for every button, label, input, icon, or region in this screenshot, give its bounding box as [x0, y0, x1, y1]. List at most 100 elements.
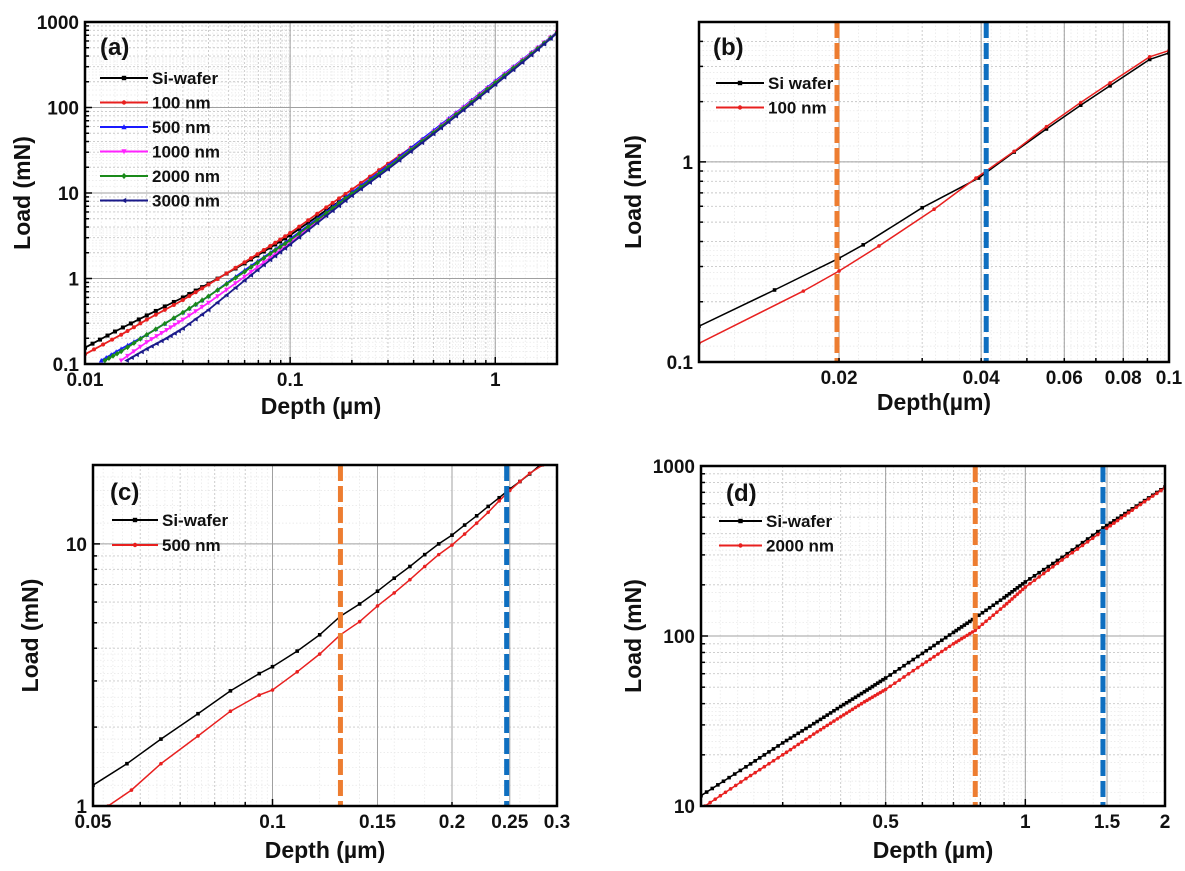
data-point — [808, 734, 812, 739]
data-point — [902, 663, 906, 668]
data-point — [838, 704, 843, 709]
legend-label: 2000 nm — [766, 537, 834, 556]
legend-label: 1000 nm — [152, 143, 220, 162]
data-point — [159, 761, 163, 766]
data-point — [268, 243, 273, 248]
data-point — [859, 701, 864, 706]
data-point — [408, 577, 412, 582]
data-point — [957, 626, 961, 631]
data-point — [282, 240, 288, 247]
data-point — [233, 281, 238, 286]
legend-item: 1000 nm — [100, 143, 220, 162]
series-3000-nm — [124, 31, 557, 363]
data-point — [510, 67, 516, 73]
data-point — [336, 203, 342, 209]
x-axis-title: Depth(µm) — [877, 389, 991, 415]
data-point — [267, 255, 273, 261]
data-point — [462, 523, 467, 527]
data-point — [1012, 594, 1017, 599]
data-point — [968, 619, 972, 624]
data-point — [974, 176, 978, 180]
legend-marker — [737, 80, 743, 86]
data-point — [1112, 521, 1116, 525]
data-point — [792, 733, 797, 738]
data-point — [762, 764, 767, 769]
legend-item: 2000 nm — [719, 537, 834, 556]
data-point — [1096, 532, 1100, 537]
data-point — [343, 191, 348, 196]
panel-label: (c) — [110, 479, 139, 506]
data-point — [822, 715, 826, 720]
data-point — [801, 289, 806, 293]
panel-c: 0.05 0.1 0.15 0.2 0.25 0.3 1 10 Depth (µm) Load (… — [17, 463, 570, 863]
data-point — [1070, 548, 1075, 552]
data-point — [385, 166, 390, 172]
data-point — [888, 684, 893, 689]
series-500-nm — [106, 465, 545, 806]
legend-item: 100 nm — [716, 99, 827, 118]
series-line — [699, 49, 1169, 344]
data-point — [98, 357, 104, 363]
data-point — [314, 220, 320, 226]
data-point — [771, 747, 776, 751]
data-point — [248, 269, 254, 275]
data-point — [718, 793, 723, 798]
data-point — [776, 744, 780, 748]
data-point — [1046, 564, 1051, 569]
data-point — [277, 249, 283, 255]
panel-label: (a) — [100, 34, 129, 61]
data-point — [272, 247, 278, 254]
data-point — [932, 207, 936, 212]
y-tick-label: 1 — [682, 153, 693, 174]
data-point — [796, 742, 801, 747]
data-point — [233, 275, 238, 281]
data-point — [486, 510, 490, 515]
data-point — [277, 248, 283, 253]
data-point — [162, 320, 168, 327]
data-point — [460, 107, 466, 113]
data-point — [106, 355, 112, 362]
data-point — [708, 800, 712, 805]
data-point — [936, 652, 940, 656]
data-point — [408, 564, 412, 569]
data-point — [804, 726, 808, 731]
x-tick-label: 0.1 — [259, 812, 286, 833]
data-point — [110, 353, 116, 359]
data-point — [1080, 540, 1085, 545]
data-point — [991, 603, 996, 608]
y-tick-label: 10 — [66, 535, 87, 556]
x-tick-label: 0.5 — [872, 812, 899, 833]
data-point — [1159, 488, 1163, 493]
data-point — [273, 240, 278, 245]
data-point — [129, 355, 134, 360]
x-tick-label: 0.01 — [67, 370, 104, 391]
data-point — [828, 721, 833, 726]
data-point — [323, 210, 329, 217]
data-point — [283, 234, 288, 239]
data-point — [125, 353, 130, 359]
data-point — [186, 321, 192, 327]
data-point — [186, 313, 192, 319]
data-point — [193, 309, 199, 314]
data-point — [297, 224, 302, 229]
y-tick-label: 1 — [68, 270, 79, 291]
data-point — [97, 337, 102, 342]
data-point — [171, 302, 176, 307]
data-point — [878, 690, 883, 695]
data-point — [897, 666, 902, 671]
data-point — [998, 598, 1003, 603]
data-point — [837, 269, 841, 273]
data-point — [748, 762, 753, 766]
data-point — [1037, 570, 1041, 575]
data-point — [1041, 571, 1046, 576]
data-point — [296, 230, 302, 237]
data-point — [193, 290, 198, 295]
data-point — [180, 298, 185, 303]
data-point — [959, 636, 964, 641]
data-point — [847, 709, 852, 713]
data-point — [199, 305, 205, 310]
data-point — [255, 252, 260, 257]
data-point — [375, 604, 380, 608]
data-point — [815, 719, 819, 724]
data-point — [162, 304, 167, 309]
